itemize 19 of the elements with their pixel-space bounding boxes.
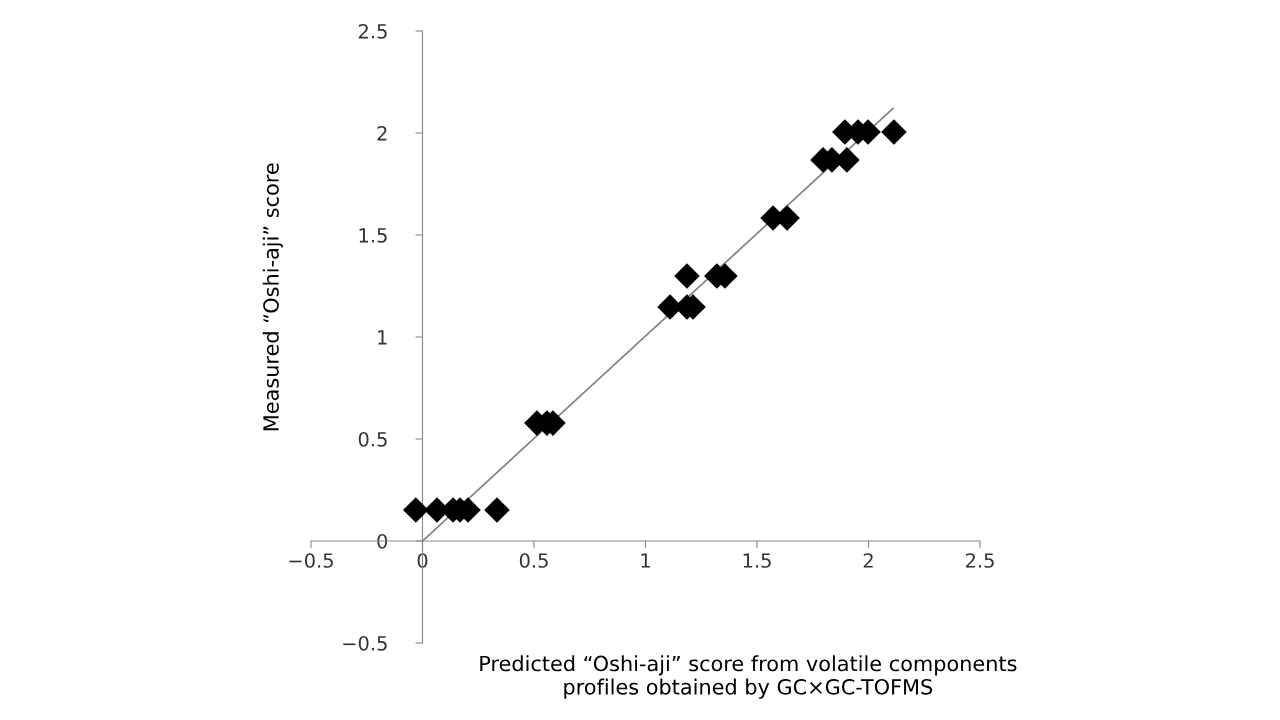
x-tick-label: −0.5 xyxy=(289,553,333,568)
point xyxy=(403,497,429,523)
y-axis-title: Measured “Oshi-aji” score xyxy=(262,163,283,431)
y-tick-label: 2 xyxy=(377,125,387,141)
y-tick-label: 0.5 xyxy=(358,431,387,447)
point xyxy=(674,263,700,289)
y-tick-label: 2.5 xyxy=(358,23,387,39)
y-tick-label: 0 xyxy=(377,533,388,549)
x-tick-label: 2 xyxy=(863,553,873,568)
x-tick-label: 1 xyxy=(641,553,650,568)
y-tick-label: 1.5 xyxy=(359,228,387,243)
x-tick-label: 2.5 xyxy=(965,553,994,568)
x-tick-label: 0.5 xyxy=(519,553,548,568)
y-tick-label: −0.5 xyxy=(343,635,387,651)
x-tick-label: 1.5 xyxy=(743,553,771,568)
point xyxy=(484,497,510,523)
x-axis-title: Predicted “Oshi-aji” score from volatile components profiles obtained by GC×GC-TOFMS xyxy=(480,655,1017,699)
point xyxy=(881,119,907,145)
y-tick-label: 1 xyxy=(378,330,387,345)
